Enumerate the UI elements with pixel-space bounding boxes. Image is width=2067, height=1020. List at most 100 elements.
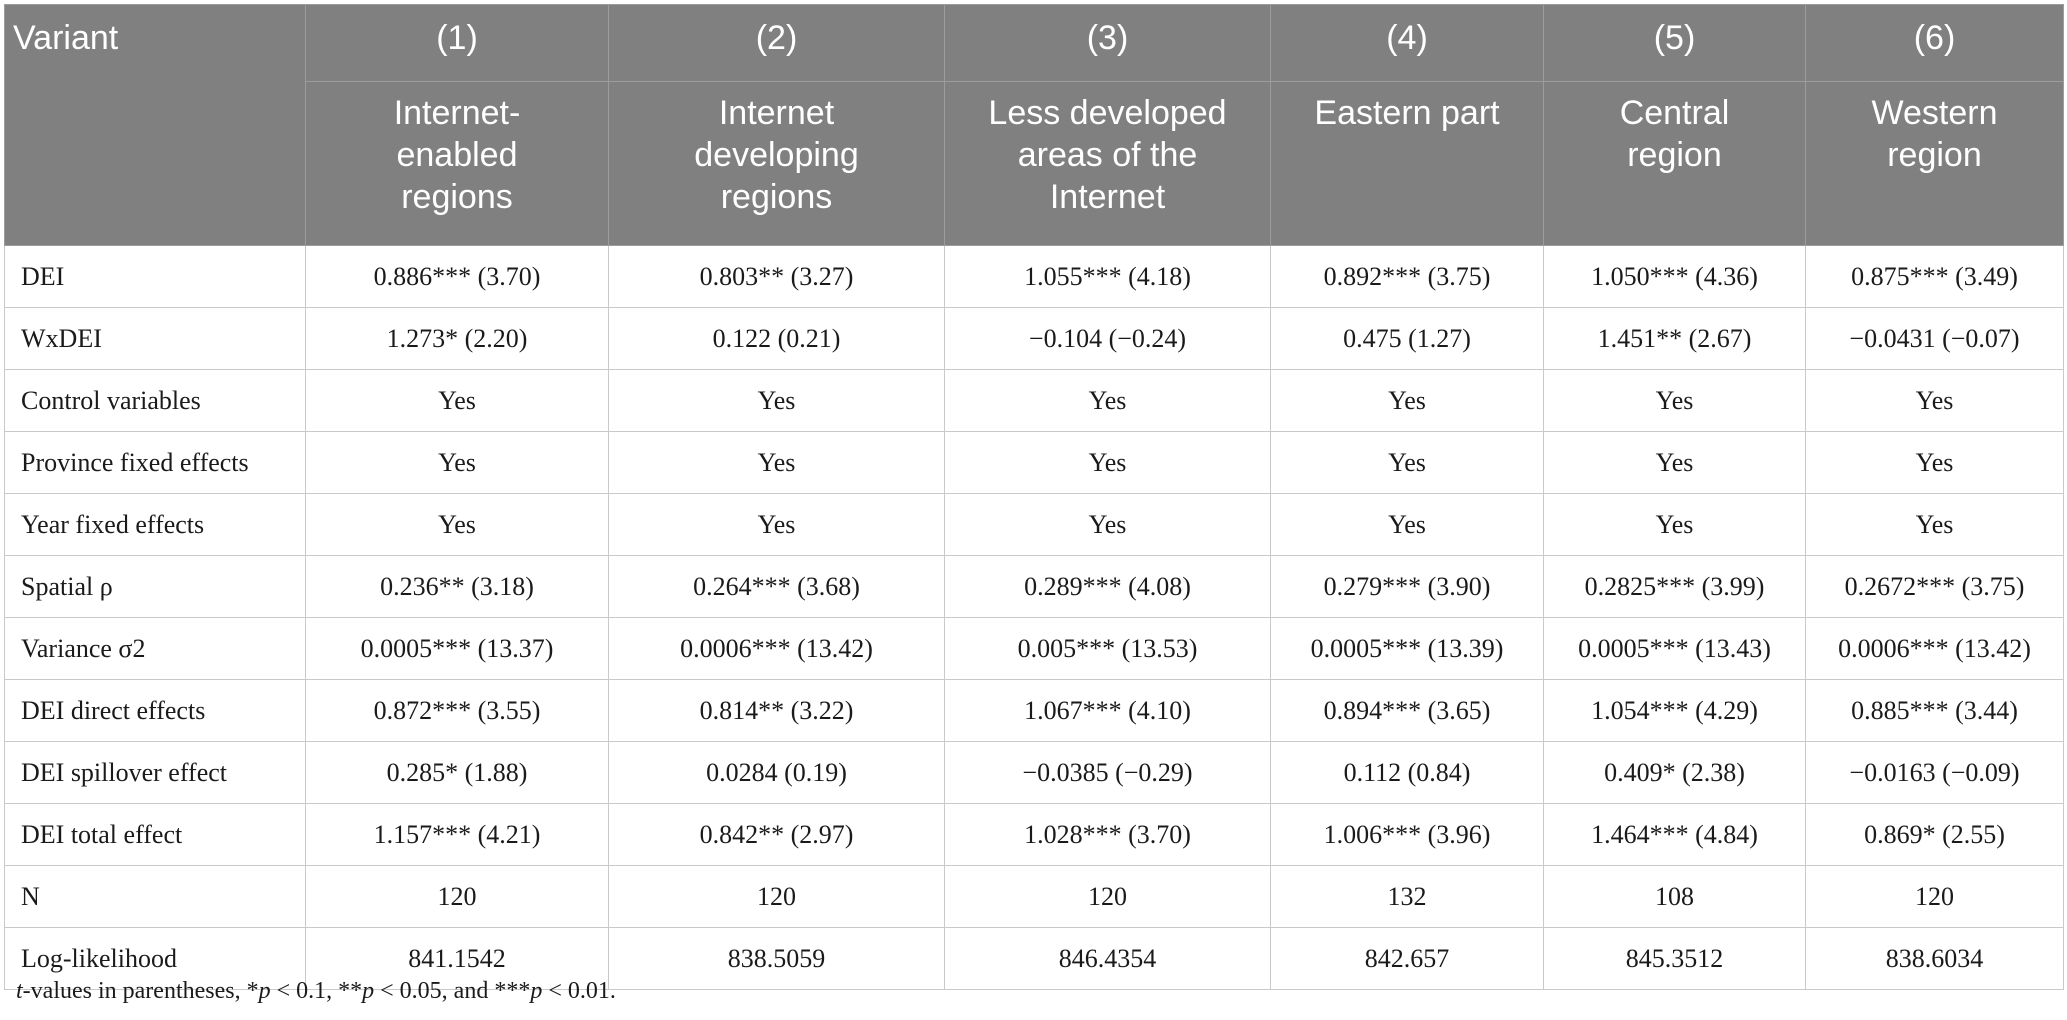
footnote-p-italic-1: p bbox=[258, 978, 271, 1004]
table-cell: 1.006*** (3.96) bbox=[1270, 803, 1544, 866]
footnote-t-italic: t bbox=[16, 978, 23, 1004]
table-cell: 0.894*** (3.65) bbox=[1270, 679, 1544, 742]
table-cell: Yes bbox=[1270, 431, 1544, 494]
table-cell: 0.0284 (0.19) bbox=[608, 741, 945, 804]
table-cell: Yes bbox=[1805, 493, 2064, 556]
footnote-text-1: -values in parentheses, * bbox=[22, 978, 259, 1004]
table-cell: 0.122 (0.21) bbox=[608, 307, 945, 370]
table-cell: 846.4354 bbox=[944, 927, 1271, 990]
footnote-p-italic-3: p bbox=[530, 978, 543, 1004]
table-cell: 0.842** (2.97) bbox=[608, 803, 945, 866]
row-label: DEI total effect bbox=[4, 803, 306, 866]
row-label: Log-likelihood bbox=[4, 927, 306, 990]
column-name-4: Eastern part bbox=[1270, 81, 1544, 246]
table-row: Spatial ρ 0.236** (3.18) 0.264*** (3.68)… bbox=[4, 555, 2064, 618]
header-row-names: Internet-enabled regions Internet develo… bbox=[5, 81, 2064, 246]
table-row: DEI spillover effect 0.285* (1.88) 0.028… bbox=[4, 741, 2064, 804]
row-label: Control variables bbox=[4, 369, 306, 432]
header-row-numbers: Variant (1) (2) (3) (4) (5) (6) bbox=[4, 4, 2064, 246]
variant-header: Variant bbox=[4, 4, 306, 246]
table-cell: Yes bbox=[305, 493, 609, 556]
table-header: Variant (1) (2) (3) (4) (5) (6) Internet… bbox=[4, 4, 2064, 246]
table-row: DEI 0.886*** (3.70) 0.803** (3.27) 1.055… bbox=[4, 245, 2064, 308]
row-label: DEI spillover effect bbox=[4, 741, 306, 804]
table-cell: Yes bbox=[1270, 493, 1544, 556]
column-number-1: (1) bbox=[305, 4, 609, 82]
column-name-2: Internet developing regions bbox=[608, 81, 945, 246]
table-cell: Yes bbox=[305, 431, 609, 494]
table-cell: −0.0385 (−0.29) bbox=[944, 741, 1271, 804]
table-cell: 1.157*** (4.21) bbox=[305, 803, 609, 866]
table-cell: 838.6034 bbox=[1805, 927, 2064, 990]
row-label: Province fixed effects bbox=[4, 431, 306, 494]
column-name-6: Western region bbox=[1805, 81, 2064, 246]
table-cell: 0.885*** (3.44) bbox=[1805, 679, 2064, 742]
column-number-2: (2) bbox=[608, 4, 945, 82]
regression-results-table: Variant (1) (2) (3) (4) (5) (6) Internet… bbox=[4, 4, 2064, 990]
table-cell: 0.2672*** (3.75) bbox=[1805, 555, 2064, 618]
table-cell: Yes bbox=[1805, 369, 2064, 432]
table-cell: Yes bbox=[305, 369, 609, 432]
row-label: DEI direct effects bbox=[4, 679, 306, 742]
table-row: Control variables Yes Yes Yes Yes Yes Ye… bbox=[4, 369, 2064, 432]
table-cell: 0.886*** (3.70) bbox=[305, 245, 609, 308]
table-row: Year fixed effects Yes Yes Yes Yes Yes Y… bbox=[4, 493, 2064, 556]
table-cell: 841.1542 bbox=[305, 927, 609, 990]
column-name-5: Central region bbox=[1543, 81, 1806, 246]
table-cell: 0.875*** (3.49) bbox=[1805, 245, 2064, 308]
column-name-1: Internet-enabled regions bbox=[305, 81, 609, 246]
table-cell: 1.273* (2.20) bbox=[305, 307, 609, 370]
table-cell: 0.475 (1.27) bbox=[1270, 307, 1544, 370]
row-label: Variance σ2 bbox=[4, 617, 306, 680]
table-cell: Yes bbox=[608, 369, 945, 432]
table-cell: 0.869* (2.55) bbox=[1805, 803, 2064, 866]
table-cell: 120 bbox=[608, 865, 945, 928]
table-cell: 845.3512 bbox=[1543, 927, 1806, 990]
table-cell: 0.279*** (3.90) bbox=[1270, 555, 1544, 618]
table-cell: 0.814** (3.22) bbox=[608, 679, 945, 742]
footnote-text-3: < 0.05, and *** bbox=[374, 978, 531, 1004]
row-label: Year fixed effects bbox=[4, 493, 306, 556]
table-cell: 1.451** (2.67) bbox=[1543, 307, 1806, 370]
table-row: WxDEI 1.273* (2.20) 0.122 (0.21) −0.104 … bbox=[4, 307, 2064, 370]
table-cell: −0.0163 (−0.09) bbox=[1805, 741, 2064, 804]
table-cell: Yes bbox=[608, 431, 945, 494]
table-body: DEI 0.886*** (3.70) 0.803** (3.27) 1.055… bbox=[4, 245, 2064, 990]
table-cell: 0.285* (1.88) bbox=[305, 741, 609, 804]
table-row: Variance σ2 0.0005*** (13.37) 0.0006*** … bbox=[4, 617, 2064, 680]
table-cell: 0.2825*** (3.99) bbox=[1543, 555, 1806, 618]
table-cell: 0.236** (3.18) bbox=[305, 555, 609, 618]
column-number-3: (3) bbox=[944, 4, 1271, 82]
results-table-container: Variant (1) (2) (3) (4) (5) (6) Internet… bbox=[4, 4, 2064, 990]
table-cell: Yes bbox=[1543, 369, 1806, 432]
table-row: N 120 120 120 132 108 120 bbox=[4, 865, 2064, 928]
table-cell: 838.5059 bbox=[608, 927, 945, 990]
table-row: DEI total effect 1.157*** (4.21) 0.842**… bbox=[4, 803, 2064, 866]
table-row: Log-likelihood 841.1542 838.5059 846.435… bbox=[4, 927, 2064, 990]
table-cell: 0.0005*** (13.39) bbox=[1270, 617, 1544, 680]
table-cell: 0.0005*** (13.37) bbox=[305, 617, 609, 680]
table-cell: Yes bbox=[944, 431, 1271, 494]
row-label: WxDEI bbox=[4, 307, 306, 370]
table-cell: 0.803** (3.27) bbox=[608, 245, 945, 308]
table-cell: 0.409* (2.38) bbox=[1543, 741, 1806, 804]
table-cell: 120 bbox=[1805, 865, 2064, 928]
table-cell: −0.0431 (−0.07) bbox=[1805, 307, 2064, 370]
table-cell: Yes bbox=[1543, 493, 1806, 556]
row-label: Spatial ρ bbox=[4, 555, 306, 618]
table-cell: −0.104 (−0.24) bbox=[944, 307, 1271, 370]
table-cell: 1.067*** (4.10) bbox=[944, 679, 1271, 742]
footnote-text-2: < 0.1, ** bbox=[270, 978, 363, 1004]
table-cell: 1.055*** (4.18) bbox=[944, 245, 1271, 308]
table-cell: 1.464*** (4.84) bbox=[1543, 803, 1806, 866]
footnote-p-italic-2: p bbox=[362, 978, 375, 1004]
footnote-text-4: < 0.01. bbox=[542, 978, 616, 1004]
table-footnote: t-values in parentheses, *p < 0.1, **p <… bbox=[16, 978, 616, 1005]
table-cell: 0.892*** (3.75) bbox=[1270, 245, 1544, 308]
table-cell: 0.005*** (13.53) bbox=[944, 617, 1271, 680]
table-cell: 842.657 bbox=[1270, 927, 1544, 990]
table-cell: 120 bbox=[944, 865, 1271, 928]
table-cell: 1.050*** (4.36) bbox=[1543, 245, 1806, 308]
table-cell: 132 bbox=[1270, 865, 1544, 928]
table-cell: 0.0005*** (13.43) bbox=[1543, 617, 1806, 680]
